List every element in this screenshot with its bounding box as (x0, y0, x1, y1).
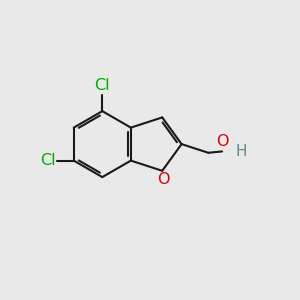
Text: Cl: Cl (40, 153, 56, 168)
Text: Cl: Cl (94, 79, 110, 94)
Text: H: H (235, 144, 247, 159)
Text: O: O (216, 134, 228, 149)
Text: O: O (158, 172, 170, 187)
